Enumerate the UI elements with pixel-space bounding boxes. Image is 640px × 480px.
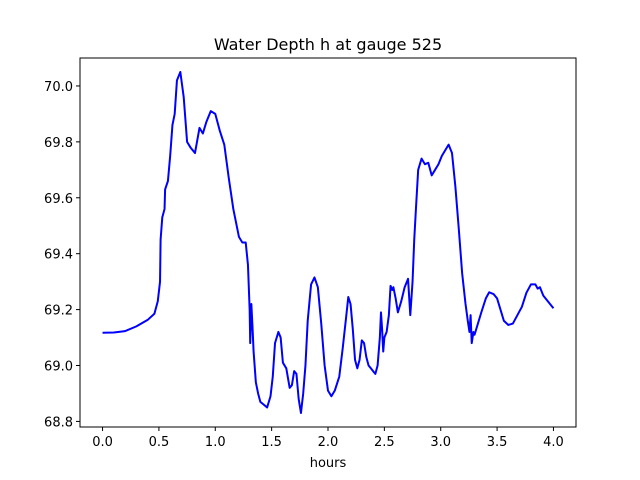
x-tick-label: 0.5 — [149, 435, 170, 450]
x-tick-label: 3.5 — [487, 435, 508, 450]
x-tick-label: 4.0 — [543, 435, 564, 450]
y-tick-label: 69.2 — [44, 304, 73, 319]
x-tick-label: 1.0 — [205, 435, 226, 450]
y-tick-label: 68.8 — [44, 415, 73, 430]
y-tick-label: 69.8 — [44, 136, 73, 151]
y-tick-label: 69.0 — [44, 360, 73, 375]
x-axis-label: hours — [310, 456, 347, 471]
x-tick-label: 2.0 — [318, 435, 339, 450]
y-tick-label: 69.6 — [44, 192, 73, 207]
x-tick-label: 0.0 — [92, 435, 113, 450]
x-tick-label: 3.0 — [430, 435, 451, 450]
x-tick-label: 1.5 — [261, 435, 282, 450]
axis-ticks: 0.0 0.5 1.0 1.5 2.0 2.5 3.0 3.5 4.0 68.8 69.0 69.2 6… — [44, 80, 564, 450]
series-line-water-depth — [102, 70, 555, 415]
y-tick-label: 70.0 — [44, 80, 73, 95]
y-tick-label: 69.4 — [44, 248, 73, 263]
plot-area-frame — [79, 57, 577, 428]
x-tick-label: 2.5 — [374, 435, 395, 450]
chart-title: Water Depth h at gauge 525 — [214, 35, 442, 54]
